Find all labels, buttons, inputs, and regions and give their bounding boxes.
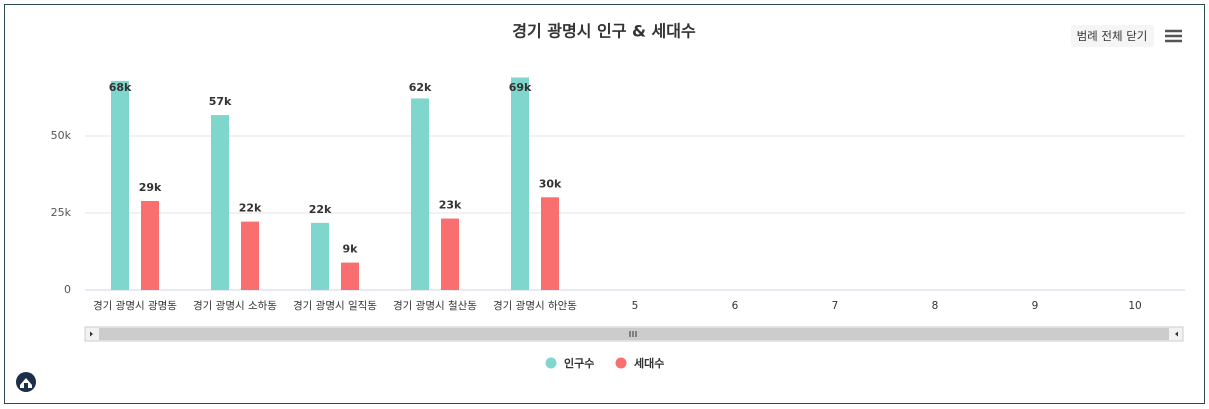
legend-label[interactable]: 인구수	[564, 356, 594, 370]
x-tick-label: 경기 광명시 일직동	[293, 299, 377, 312]
x-tick-label: 경기 광명시 철산동	[393, 299, 477, 312]
data-label: 30k	[539, 177, 562, 190]
bar	[241, 221, 259, 290]
data-label: 9k	[343, 243, 359, 256]
data-label: 22k	[309, 203, 332, 216]
y-tick-label: 50k	[51, 129, 72, 142]
data-label: 62k	[409, 81, 432, 94]
bar	[341, 262, 359, 290]
legend-marker[interactable]	[615, 357, 627, 369]
x-tick-label: 경기 광명시 소하동	[193, 299, 277, 312]
bar	[141, 200, 159, 290]
scrollbar[interactable]	[84, 326, 1184, 342]
legend-toggle-button[interactable]	[1071, 25, 1154, 47]
bar	[541, 197, 559, 290]
x-tick-label: 경기 광명시 하안동	[493, 299, 577, 312]
x-tick-label: 10	[1128, 300, 1141, 312]
x-tick-label: 6	[732, 300, 739, 312]
logo	[16, 372, 36, 392]
bar	[211, 115, 229, 290]
legend-label[interactable]: 세대수	[634, 356, 664, 370]
data-label: 22k	[239, 202, 262, 215]
chart-title: 경기 광명시 인구 & 세대수	[512, 22, 696, 41]
data-label: 29k	[139, 181, 162, 194]
x-tick-label: 5	[632, 300, 639, 312]
legend-toggle-label[interactable]: 범례 전체 닫기	[1077, 29, 1148, 43]
bar	[441, 218, 459, 290]
bar	[311, 222, 329, 290]
data-label: 23k	[439, 199, 462, 212]
frame	[4, 4, 1205, 404]
bar	[411, 98, 429, 290]
bar	[111, 80, 129, 290]
y-tick-label: 0	[64, 283, 71, 296]
bar	[511, 77, 529, 290]
legend-marker[interactable]	[545, 357, 557, 369]
x-tick-label: 경기 광명시 광명동	[93, 299, 177, 312]
data-label: 68k	[109, 81, 132, 94]
y-tick-label: 25k	[51, 206, 72, 219]
x-tick-label: 7	[832, 300, 839, 312]
x-tick-label: 8	[932, 300, 939, 312]
x-tick-label: 9	[1032, 300, 1039, 312]
data-label: 69k	[509, 81, 532, 94]
menu-button[interactable]	[1165, 29, 1182, 43]
data-label: 57k	[209, 95, 232, 108]
